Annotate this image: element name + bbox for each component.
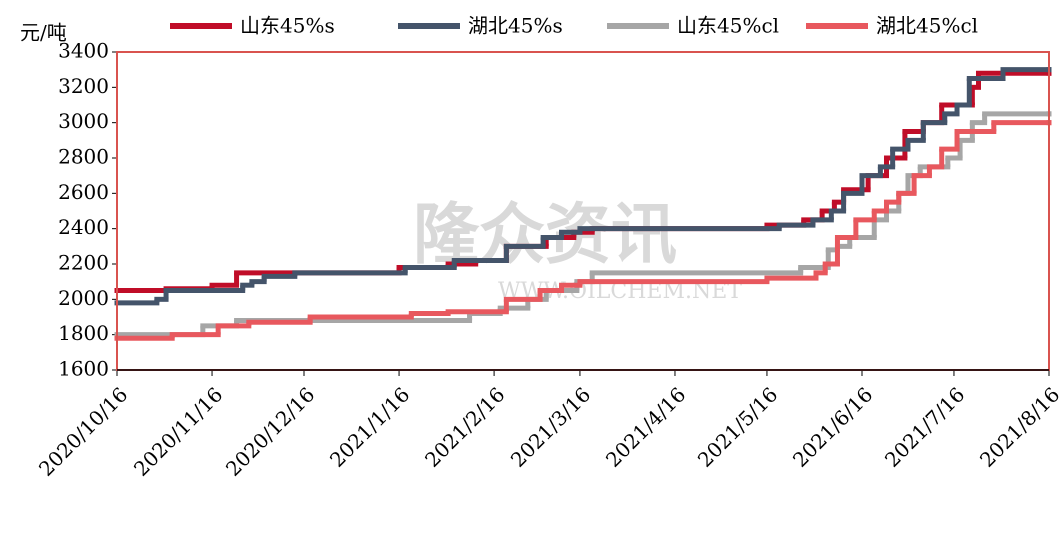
- y-tick-label: 2600: [58, 180, 109, 204]
- y-unit: 元/吨: [20, 21, 67, 45]
- x-tick-label: 2020/11/16: [129, 382, 227, 480]
- y-tick-label: 2200: [58, 251, 109, 275]
- x-tick-label: 2021/4/16: [601, 382, 690, 471]
- x-tick-label: 2021/3/16: [506, 382, 595, 471]
- y-tick-label: 3200: [58, 74, 109, 98]
- x-tick-label: 2021/5/16: [693, 382, 782, 471]
- x-tick-label: 2020/10/16: [34, 382, 132, 480]
- series-line: [114, 67, 1052, 306]
- legend-label: 山东45%cl: [677, 14, 779, 38]
- y-tick-label: 3000: [58, 109, 109, 133]
- y-tick-label: 3400: [58, 39, 109, 63]
- x-tick-label: 2021/8/16: [975, 382, 1062, 471]
- y-tick-label: 1600: [58, 357, 109, 381]
- legend-label: 湖北45%s: [468, 14, 563, 38]
- y-tick-label: 2800: [58, 145, 109, 169]
- x-tick-label: 2021/1/16: [325, 382, 414, 471]
- legend-label: 山东45%s: [240, 14, 335, 38]
- y-tick-label: 2000: [58, 286, 109, 310]
- x-tick-label: 2021/2/16: [420, 382, 509, 471]
- y-tick-label: 2400: [58, 215, 109, 239]
- series-line: [114, 120, 1052, 341]
- x-tick-label: 2020/12/16: [221, 382, 319, 480]
- legend-label: 湖北45%cl: [876, 14, 978, 38]
- y-tick-label: 1800: [58, 321, 109, 345]
- x-tick-label: 2021/7/16: [880, 382, 969, 471]
- x-tick-label: 2021/6/16: [788, 382, 877, 471]
